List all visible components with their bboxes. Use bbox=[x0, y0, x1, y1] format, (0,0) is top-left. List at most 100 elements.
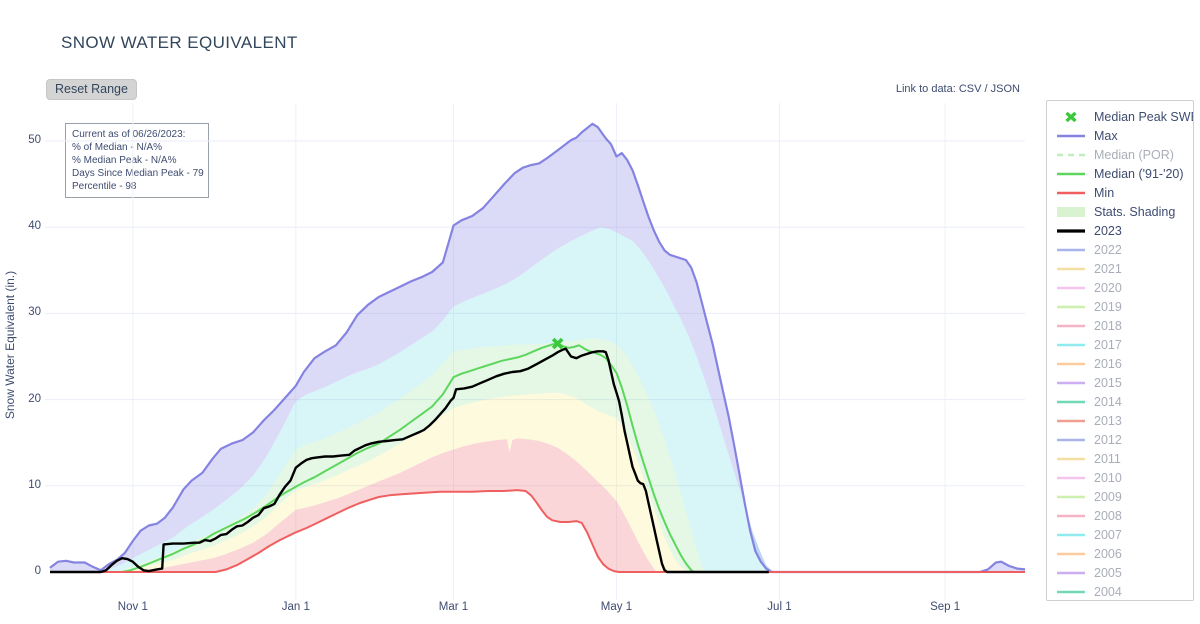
legend-item-stats-shading[interactable]: Stats. Shading bbox=[1056, 202, 1193, 221]
legend-item-2013[interactable]: 2013 bbox=[1056, 411, 1193, 430]
legend-label: 2006 bbox=[1094, 546, 1122, 561]
legend-label: 2013 bbox=[1094, 413, 1122, 428]
band-p90-to-p70 bbox=[50, 227, 1025, 572]
series-line-2023 bbox=[50, 347, 769, 574]
legend-label: 2017 bbox=[1094, 337, 1122, 352]
x-tick-label: Mar 1 bbox=[438, 601, 469, 613]
legend-item-2010[interactable]: 2010 bbox=[1056, 468, 1193, 487]
legend-swatch-line bbox=[1057, 134, 1085, 137]
legend-swatch-line bbox=[1057, 191, 1085, 194]
legend-label: Median (POR) bbox=[1094, 147, 1174, 162]
legend-item-2017[interactable]: 2017 bbox=[1056, 335, 1193, 354]
y-tick-label: 10 bbox=[28, 478, 41, 491]
legend-item-max[interactable]: Max bbox=[1056, 126, 1193, 145]
legend-item-2014[interactable]: 2014 bbox=[1056, 392, 1193, 411]
legend-label: 2015 bbox=[1094, 375, 1122, 390]
legend-swatch-line bbox=[1057, 533, 1085, 536]
y-tick-label: 50 bbox=[28, 134, 41, 146]
legend-swatch-bold bbox=[1057, 228, 1085, 233]
legend-label: 2005 bbox=[1094, 565, 1122, 580]
x-tick-label: May 1 bbox=[600, 601, 633, 613]
x-tick-label: Nov 1 bbox=[117, 601, 148, 613]
legend-label: 2023 bbox=[1094, 223, 1122, 238]
reset-range-button[interactable]: Reset Range bbox=[46, 79, 137, 100]
legend-label: 2018 bbox=[1094, 318, 1122, 333]
legend-label: 2004 bbox=[1094, 584, 1122, 599]
status-info-box: Current as of 06/26/2023: % of Median - … bbox=[65, 123, 209, 198]
legend-label: 2021 bbox=[1094, 261, 1122, 276]
median-peak-marker bbox=[551, 337, 564, 350]
legend-item-min[interactable]: Min bbox=[1056, 183, 1193, 202]
legend-item-2020[interactable]: 2020 bbox=[1056, 278, 1193, 297]
data-links-separator: / bbox=[981, 83, 991, 95]
info-line-days-since-median-peak: Days Since Median Peak - 79 bbox=[72, 168, 204, 179]
legend-item-2012[interactable]: 2012 bbox=[1056, 430, 1193, 449]
legend-swatch-line bbox=[1057, 172, 1085, 175]
legend-label: 2012 bbox=[1094, 432, 1122, 447]
median-peak-x-icon bbox=[1065, 111, 1077, 122]
legend-swatch-line bbox=[1057, 324, 1085, 327]
swe-chart bbox=[45, 103, 1025, 600]
info-line-percent-median-peak: % Median Peak - N/A% bbox=[72, 155, 177, 166]
legend-swatch-line bbox=[1057, 381, 1085, 384]
y-tick-label: 20 bbox=[28, 392, 41, 405]
legend-item-2006[interactable]: 2006 bbox=[1056, 544, 1193, 563]
legend-item-2019[interactable]: 2019 bbox=[1056, 297, 1193, 316]
chart-legend: Median Peak SWE Max Median (POR) Median ('9… bbox=[1046, 100, 1194, 601]
data-links: Link to data: CSV / JSON bbox=[0, 83, 1020, 95]
legend-swatch-dashed bbox=[1057, 153, 1085, 156]
legend-label: 2014 bbox=[1094, 394, 1122, 409]
legend-label: 2016 bbox=[1094, 356, 1122, 371]
legend-swatch-line bbox=[1057, 343, 1085, 346]
legend-label: 2011 bbox=[1094, 451, 1121, 466]
legend-item-2008[interactable]: 2008 bbox=[1056, 506, 1193, 525]
info-line-percent-of-median: % of Median - N/A% bbox=[72, 142, 163, 153]
legend-item-2016[interactable]: 2016 bbox=[1056, 354, 1193, 373]
legend-swatch-line bbox=[1057, 571, 1085, 574]
series-line-median-91-20 bbox=[50, 342, 1025, 573]
legend-label: 2022 bbox=[1094, 242, 1122, 257]
legend-item-median-por[interactable]: Median (POR) bbox=[1056, 145, 1193, 164]
legend-item-2007[interactable]: 2007 bbox=[1056, 525, 1193, 544]
legend-swatch-line bbox=[1057, 590, 1085, 593]
legend-item-median-91-20[interactable]: Median ('91-'20) bbox=[1056, 164, 1193, 183]
info-line-current-as-of: Current as of 06/26/2023: bbox=[72, 129, 186, 140]
legend-swatch-patch bbox=[1057, 206, 1085, 217]
legend-item-2018[interactable]: 2018 bbox=[1056, 316, 1193, 335]
legend-item-median-peak-swe[interactable]: Median Peak SWE bbox=[1056, 107, 1193, 126]
y-tick-label: 30 bbox=[28, 306, 41, 319]
legend-label: Median Peak SWE bbox=[1094, 109, 1194, 124]
legend-swatch-line bbox=[1057, 552, 1085, 555]
legend-label: Min bbox=[1094, 185, 1115, 200]
legend-label: 2010 bbox=[1094, 470, 1122, 485]
legend-swatch-line bbox=[1057, 362, 1085, 365]
page-title: SNOW WATER EQUIVALENT bbox=[61, 33, 298, 52]
legend-swatch-line bbox=[1057, 419, 1085, 422]
json-link[interactable]: JSON bbox=[990, 83, 1020, 95]
legend-swatch-line bbox=[1057, 248, 1085, 251]
legend-swatch-line bbox=[1057, 457, 1085, 460]
info-line-percentile: Percentile - 98 bbox=[72, 181, 137, 192]
legend-item-2005[interactable]: 2005 bbox=[1056, 563, 1193, 582]
legend-label: 2019 bbox=[1094, 299, 1122, 314]
legend-item-2004[interactable]: 2004 bbox=[1056, 582, 1193, 600]
legend-item-2009[interactable]: 2009 bbox=[1056, 487, 1193, 506]
legend-swatch-line bbox=[1057, 286, 1085, 289]
legend-item-2022[interactable]: 2022 bbox=[1056, 240, 1193, 259]
legend-label: 2007 bbox=[1094, 527, 1122, 542]
legend-label: 2020 bbox=[1094, 280, 1122, 295]
legend-item-2021[interactable]: 2021 bbox=[1056, 259, 1193, 278]
x-tick-label: Jan 1 bbox=[281, 601, 310, 613]
legend-item-2015[interactable]: 2015 bbox=[1056, 373, 1193, 392]
band-p50-to-p30 bbox=[50, 392, 1025, 572]
plot-area[interactable] bbox=[45, 100, 1025, 605]
legend-label: Median ('91-'20) bbox=[1094, 166, 1184, 181]
data-links-prefix: Link to data: bbox=[895, 83, 959, 95]
legend-item-2011[interactable]: 2011 bbox=[1056, 449, 1193, 468]
legend-swatch-line bbox=[1057, 476, 1085, 479]
legend-item-2023[interactable]: 2023 bbox=[1056, 221, 1193, 240]
series-line-max bbox=[49, 122, 1025, 574]
csv-link[interactable]: CSV bbox=[958, 83, 982, 95]
legend-label: Stats. Shading bbox=[1094, 204, 1176, 219]
legend-label: 2008 bbox=[1094, 508, 1122, 523]
